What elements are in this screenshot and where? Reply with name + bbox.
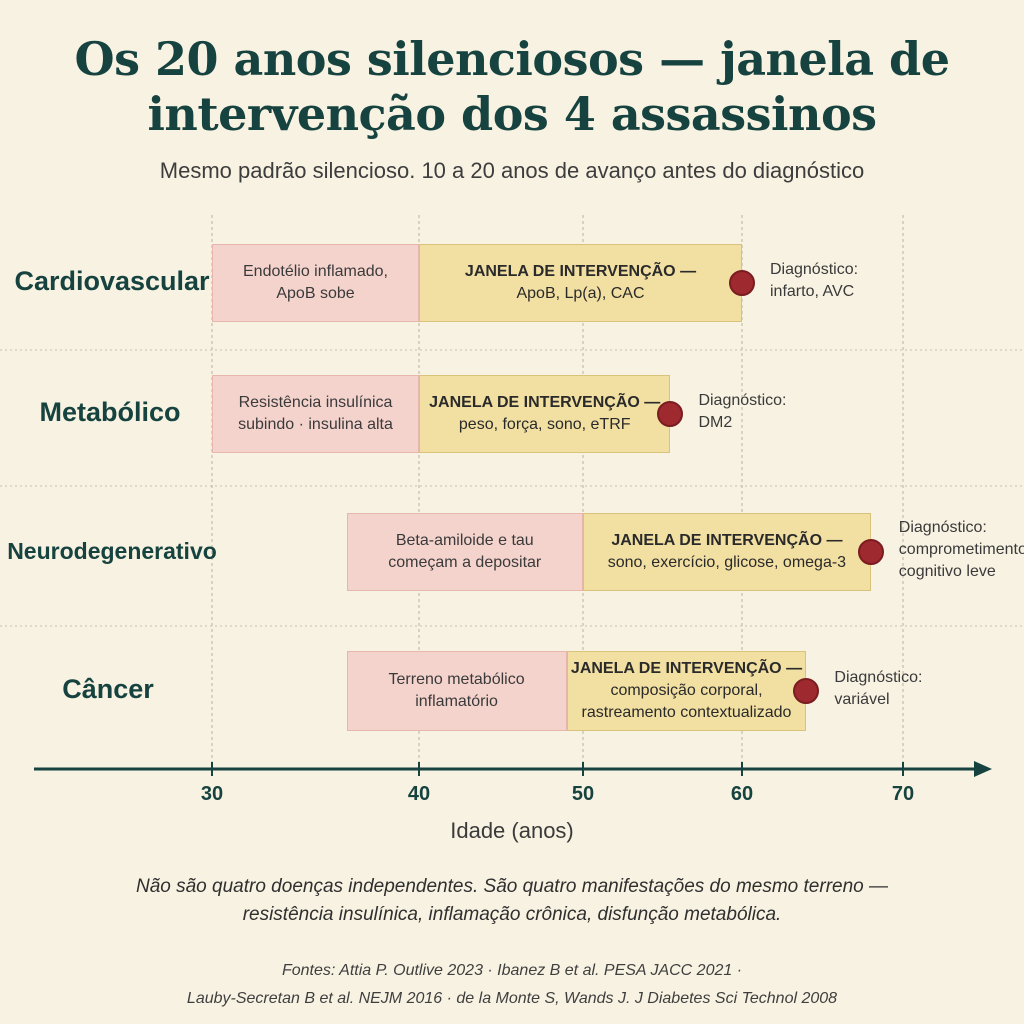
page-title: Os 20 anos silenciosos — janela de inter… <box>0 32 1024 142</box>
diagnosis-text: Diagnóstico: <box>770 261 859 278</box>
pre-phase-text: subindo · insulina alta <box>238 416 393 433</box>
pre-phase-text: inflamatório <box>415 693 498 710</box>
intervention-window-text: ApoB, Lp(a), CAC <box>516 285 645 302</box>
row-label-neurodegenerativo: Neurodegenerativo <box>7 537 217 564</box>
title-line-1: Os 20 anos silenciosos — janela de <box>74 32 950 86</box>
tick-label-50: 50 <box>571 783 595 805</box>
footnote: Não são quatro doenças independentes. Sã… <box>0 873 1024 929</box>
sources-line-1: Fontes: Attia P. Outlive 2023 · Ibanez B… <box>281 962 743 979</box>
footnote-line-1: Não são quatro doenças independentes. Sã… <box>135 876 889 897</box>
intervention-window-bar-cancer: JANELA DE INTERVENÇÃO — composição corpor… <box>566 651 807 731</box>
diagnosis-text: Diagnóstico: <box>834 669 923 686</box>
row-separators <box>0 349 1024 627</box>
diagnosis-text: cognitivo leve <box>898 563 996 580</box>
diagnosis-dot-cardiovascular <box>729 270 755 296</box>
diagnosis-text: infarto, AVC <box>770 283 855 300</box>
tick-label-30: 30 <box>200 783 224 805</box>
pre-phase-bar-cancer: Terreno metabólico inflamatório <box>346 651 567 731</box>
intervention-window-text: sono, exercício, glicose, omega-3 <box>607 554 847 571</box>
diagnosis-label-neurodegenerativo: Diagnóstico: comprometimento cognitivo lev… <box>899 517 1024 583</box>
diagnosis-text: Diagnóstico: <box>898 519 987 536</box>
subtitle: Mesmo padrão silencioso. 10 a 20 anos de… <box>159 158 865 183</box>
tick-label-70: 70 <box>891 783 915 805</box>
intervention-window-bar-metabolico: JANELA DE INTERVENÇÃO — peso, força, sono… <box>419 375 671 453</box>
intervention-window-heading: JANELA DE INTERVENÇÃO — <box>570 660 803 677</box>
intervention-window-text: peso, força, sono, eTRF <box>458 416 631 433</box>
diagnosis-label-cancer: Diagnóstico: variável <box>834 667 922 711</box>
sources-line-2: Lauby-Secretan B et al. NEJM 2016 · de l… <box>186 990 838 1007</box>
pre-phase-text: Endotélio inflamado, <box>243 263 388 280</box>
intervention-window-text: composição corporal, <box>610 682 763 699</box>
diagnosis-dot-metabolico <box>657 401 684 427</box>
intervention-window-heading: JANELA DE INTERVENÇÃO — <box>611 532 843 549</box>
tick-label-40: 40 <box>407 783 431 805</box>
pre-phase-bar-cardiovascular: Endotélio inflamado, ApoB sobe <box>212 244 419 322</box>
intervention-window-bar-cardiovascular: JANELA DE INTERVENÇÃO — ApoB, Lp(a), CAC <box>419 244 742 322</box>
diagnosis-label-cardiovascular: Diagnóstico: infarto, AVC <box>770 259 858 303</box>
intervention-window-bar-neurodegenerativo: JANELA DE INTERVENÇÃO — sono, exercício, … <box>583 513 871 591</box>
pre-phase-text: Resistência insulínica <box>238 394 393 411</box>
age-axis <box>34 761 992 777</box>
tick-label-60: 60 <box>730 783 754 805</box>
row-label-cardiovascular: Cardiovascular <box>14 266 210 297</box>
diagnosis-label-metabolico: Diagnóstico: DM2 <box>698 390 786 434</box>
pre-phase-text: Terreno metabólico <box>388 671 525 688</box>
diagnosis-dot-neurodegenerativo <box>857 539 884 565</box>
axis-label: Idade (anos) <box>450 818 574 843</box>
intervention-window-heading: JANELA DE INTERVENÇÃO — <box>429 394 661 411</box>
axis-arrow-icon <box>974 761 992 777</box>
pre-phase-text: ApoB sobe <box>276 285 355 302</box>
intervention-window-text: rastreamento contextualizado <box>581 704 792 721</box>
diagnosis-text: variável <box>834 691 890 708</box>
diagnosis-text: Diagnóstico: <box>698 392 787 409</box>
footnote-line-2: resistência insulínica, inflamação crôni… <box>242 904 782 925</box>
pre-phase-bar-metabolico: Resistência insulínica subindo · insulina… <box>212 375 419 453</box>
diagnosis-text: DM2 <box>698 414 733 431</box>
sources: Fontes: Attia P. Outlive 2023 · Ibanez B… <box>0 957 1024 1013</box>
diagnosis-dot-cancer <box>793 678 820 704</box>
pre-phase-bar-neurodegenerativo: Beta-amiloide e tau começam a depositar <box>346 513 583 591</box>
pre-phase-text: Beta-amiloide e tau <box>395 532 534 549</box>
intervention-window-heading: JANELA DE INTERVENÇÃO — <box>464 263 697 280</box>
row-label-cancer: Câncer <box>62 674 154 705</box>
diagnosis-text: comprometimento <box>898 541 1024 558</box>
title-line-2: intervenção dos 4 assassinos <box>147 87 877 141</box>
pre-phase-text: começam a depositar <box>388 554 542 571</box>
row-label-metabolico: Metabólico <box>39 397 181 428</box>
